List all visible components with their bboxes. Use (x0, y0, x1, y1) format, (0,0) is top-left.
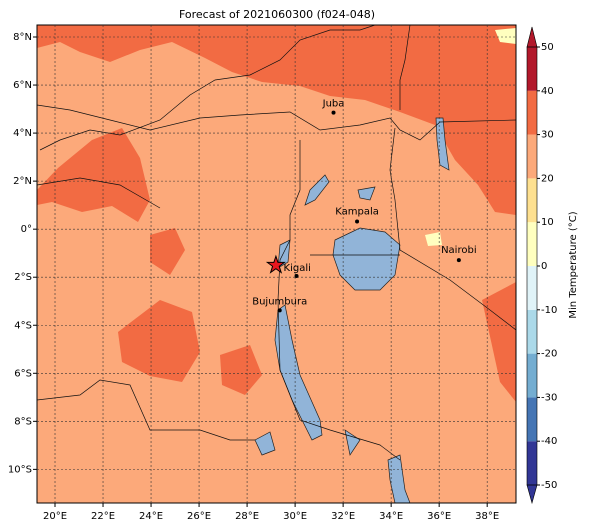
city-dot (355, 219, 360, 224)
x-tick-label: 20°E (43, 511, 67, 522)
colorbar-segment (527, 441, 537, 485)
colorbar-tick-label: -40 (541, 436, 557, 447)
colorbar-tick-label: 50 (541, 42, 554, 53)
y-tick-label: 4°S (14, 320, 32, 331)
y-tick-label: 2°S (14, 272, 32, 283)
y-tick-label: 6°S (14, 368, 32, 379)
lake (344, 429, 361, 456)
border (277, 140, 401, 461)
map-area (37, 25, 516, 503)
city-label: Kigali (284, 263, 311, 274)
y-tick-label: 10°S (8, 464, 32, 475)
colorbar-segment (527, 353, 537, 398)
y-tick-label: 0° (21, 224, 32, 235)
city-dot (456, 258, 461, 263)
colorbar-segment (527, 222, 537, 266)
lake (274, 304, 323, 441)
x-tick-label: 22°E (91, 511, 115, 522)
colorbar-label: Min Temperature (°C) (568, 211, 579, 318)
lake (254, 431, 276, 456)
city-dot (277, 308, 282, 313)
colorbar-tick-label: 40 (541, 86, 554, 97)
x-tick-label: 30°E (283, 511, 307, 522)
x-tick-label: 32°E (331, 511, 355, 522)
colorbar-segment (527, 90, 537, 135)
warm-region (482, 282, 516, 402)
x-tick-label: 38°E (475, 511, 499, 522)
warm-region (37, 25, 516, 215)
y-tick-label: 8°S (14, 416, 32, 427)
y-tick-label: 6°N (13, 80, 32, 91)
y-tick-label: 8°N (13, 32, 32, 43)
border (389, 127, 516, 331)
x-tick-label: 28°E (235, 511, 259, 522)
x-tick-label: 24°E (139, 511, 163, 522)
warm-region (150, 228, 185, 275)
colorbar-segment (527, 178, 537, 223)
colorbar-tick-label: -50 (541, 480, 557, 491)
colorbar-extend (526, 484, 538, 505)
colorbar-tick-label: -30 (541, 392, 557, 403)
colorbar-tick-label: -20 (541, 349, 557, 360)
city-dot (294, 274, 299, 279)
x-tick-label: 34°E (379, 511, 403, 522)
city-dot (331, 110, 336, 115)
border (37, 379, 255, 441)
city-label: Nairobi (441, 245, 477, 256)
colorbar-tick-label: 30 (541, 130, 554, 141)
lake (277, 239, 291, 269)
city-label: Kampala (335, 206, 379, 217)
warm-region (220, 345, 262, 395)
title: Forecast of 2021060300 (f024-048) (179, 8, 375, 21)
cool-patch (495, 28, 516, 44)
colorbar-segment (527, 47, 537, 91)
x-tick-label: 36°E (427, 511, 451, 522)
lake (387, 454, 411, 503)
city-label: Juba (322, 99, 345, 110)
colorbar-segment (527, 397, 537, 442)
lake (304, 174, 330, 206)
location-star (265, 254, 286, 274)
colorbar-segment (527, 309, 537, 354)
warm-region (37, 128, 150, 222)
colorbar-extend (526, 26, 538, 48)
colorbar-segment (527, 134, 537, 179)
colorbar-tick-label: -10 (541, 305, 557, 316)
map-frame (36, 24, 517, 504)
x-tick-label: 26°E (187, 511, 211, 522)
city-label: Bujumbura (252, 296, 307, 307)
colorbar-tick-label: 10 (541, 217, 554, 228)
warm-region (118, 300, 200, 382)
colorbar-tick-label: 20 (541, 173, 554, 184)
colorbar-tick-label: 0 (541, 261, 547, 272)
y-tick-label: 4°N (13, 128, 32, 139)
border (37, 104, 516, 141)
cool-patch (425, 232, 442, 246)
lake (357, 186, 376, 201)
border (37, 177, 161, 209)
border (399, 25, 411, 110)
lake (332, 227, 401, 291)
border (39, 25, 376, 151)
y-tick-label: 2°N (13, 176, 32, 187)
colorbar-segment (527, 266, 537, 310)
